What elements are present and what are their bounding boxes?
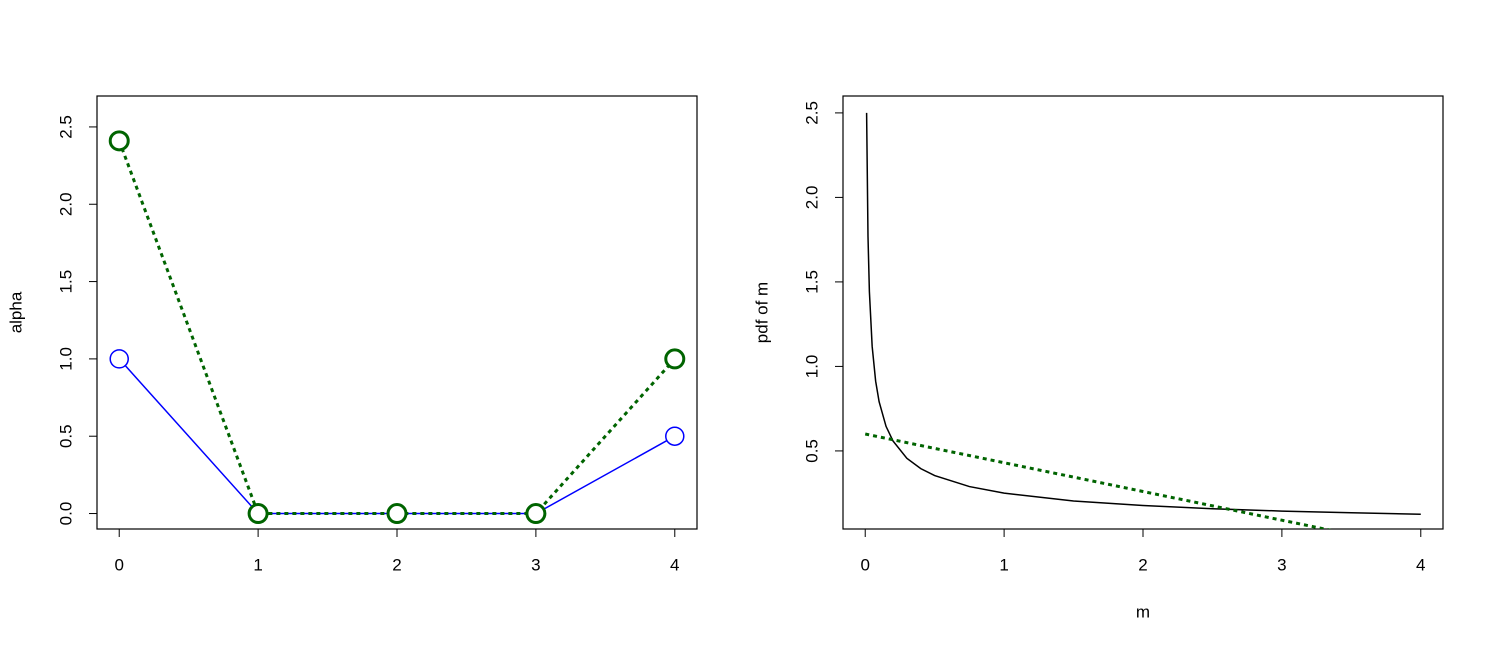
point — [108, 130, 130, 152]
x-tick-label: 3 — [531, 555, 540, 574]
y-tick-label: 0.0 — [56, 502, 75, 526]
x-tick-label: 2 — [392, 555, 401, 574]
series-line — [117, 140, 676, 516]
point — [109, 349, 129, 369]
x-tick-label: 0 — [114, 555, 123, 574]
plot-frame — [96, 95, 698, 530]
y-axis-label: alpha — [6, 291, 25, 333]
x-tick-label: 4 — [670, 555, 679, 574]
series-line — [864, 432, 1332, 529]
point — [386, 503, 408, 525]
y-tick-label: 1.0 — [56, 347, 75, 371]
plot-frame — [842, 95, 1444, 530]
x-tick-label: 4 — [1416, 555, 1425, 574]
x-tick-label: 2 — [1138, 555, 1147, 574]
series-line — [865, 112, 1421, 516]
x-tick-label: 0 — [860, 555, 869, 574]
y-tick-label: 1.5 — [56, 270, 75, 294]
y-tick-label: 0.5 — [802, 439, 821, 463]
y-tick-label: 1.5 — [802, 270, 821, 294]
point — [664, 348, 686, 370]
x-tick-label: 1 — [999, 555, 1008, 574]
series-line — [118, 358, 676, 515]
y-tick-label: 2.5 — [802, 101, 821, 125]
plot-area — [864, 112, 1421, 529]
y-tick-label: 2.0 — [56, 192, 75, 216]
point — [247, 503, 269, 525]
point — [525, 503, 547, 525]
y-tick-label: 2.0 — [802, 186, 821, 210]
y-tick-label: 1.0 — [802, 355, 821, 379]
y-axis-label: pdf of m — [752, 282, 771, 343]
panel: 0 1 2 3 4 0.5 1.0 1.5 2.0 2.5 m pdf of m — [752, 95, 1444, 621]
y-tick-label: 0.5 — [56, 424, 75, 448]
plot-area — [108, 130, 686, 525]
x-tick-label: 3 — [1277, 555, 1286, 574]
x-axis-label: m — [1136, 602, 1150, 621]
y-tick-label: 2.5 — [56, 115, 75, 139]
point — [665, 426, 685, 446]
panel: 0 1 2 3 4 0.0 0.5 1.0 1.5 2.0 2.5 alpha — [6, 95, 698, 574]
x-tick-label: 1 — [253, 555, 262, 574]
